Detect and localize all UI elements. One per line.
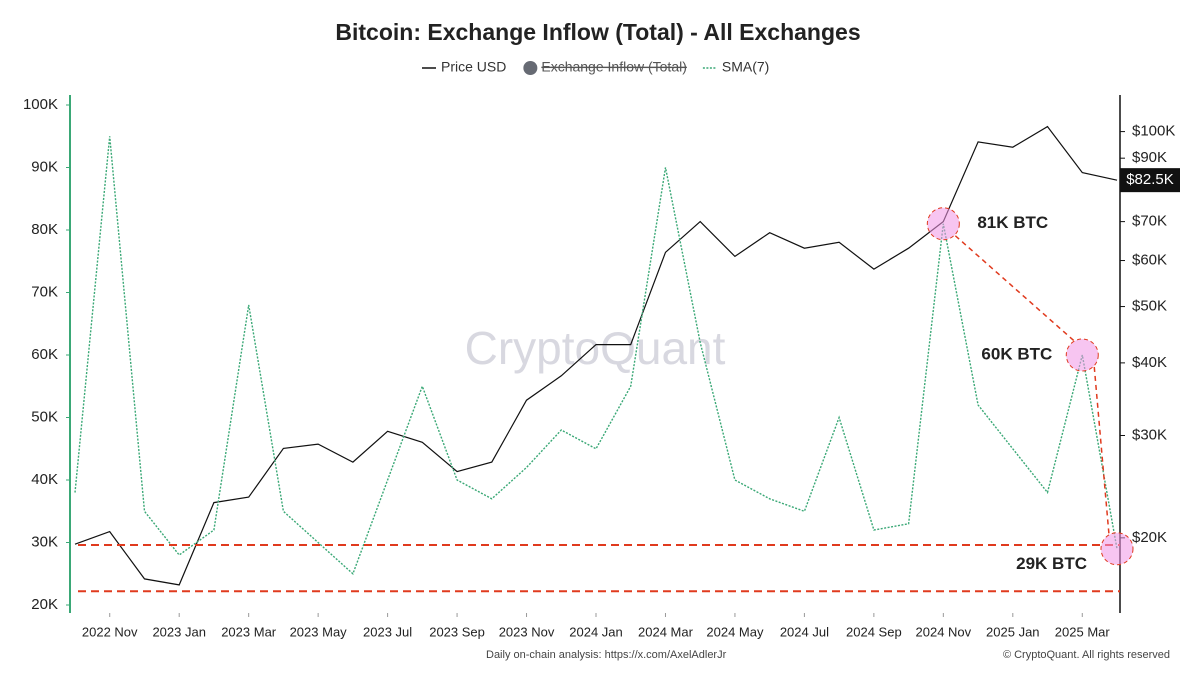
last-price-badge [1120,168,1180,193]
y2-tick-label: $90K [1132,149,1167,166]
y-tick-label: 60K [31,346,58,363]
y-tick-label: 40K [31,471,58,488]
y2-tick-label: $50K [1132,298,1167,315]
x-tick-label: 2024 Sep [846,624,902,639]
x-tick-label: 2025 Mar [1055,624,1111,639]
x-tick-label: 2024 Jan [569,624,623,639]
legend-marker [523,61,538,75]
x-tick-label: 2024 Nov [916,624,972,639]
y2-tick-label: $60K [1132,252,1167,269]
legend: Price USD Exchange Inflow (Total) SMA(7) [422,59,769,75]
y-tick-label: 80K [31,221,58,238]
y-tick-label: 50K [31,408,58,425]
y2-tick-label: $20K [1132,529,1167,546]
annotation-arrow [1093,366,1110,535]
x-tick-label: 2023 Sep [429,624,485,639]
y2-tick-label: $70K [1132,213,1167,230]
annotation-label: 29K BTC [1016,554,1087,573]
x-tick-label: 2022 Nov [82,624,138,639]
legend-label: SMA(7) [722,59,769,75]
x-tick-label: 2023 Nov [499,624,555,639]
watermark: CryptoQuant [465,322,726,374]
x-tick-label: 2023 Jan [152,624,206,639]
y-tick-label: 90K [31,158,58,175]
x-tick-label: 2023 Jul [363,624,412,639]
annotation-marker [1065,338,1099,372]
legend-label: Exchange Inflow (Total) [541,59,687,75]
chart-title: Bitcoin: Exchange Inflow (Total) - All E… [335,19,860,45]
last-price-label: $82.5K [1126,171,1174,188]
footer-right: © CryptoQuant. All rights reserved [1003,649,1170,661]
x-tick-label: 2023 Mar [221,624,277,639]
y2-tick-label: $30K [1132,426,1167,443]
annotation-label: 81K BTC [977,213,1048,232]
y-tick-label: 70K [31,283,58,300]
annotation-marker [1100,532,1134,566]
x-tick-label: 2025 Jan [986,624,1040,639]
y-tick-label: 100K [23,96,58,113]
x-tick-label: 2024 Mar [638,624,694,639]
annotation-label: 60K BTC [981,344,1052,363]
y2-tick-label: $100K [1132,123,1175,140]
y2-tick-label: $40K [1132,354,1167,371]
y-tick-label: 30K [31,533,58,550]
x-tick-label: 2024 May [706,624,764,639]
legend-label: Price USD [441,59,506,75]
x-tick-label: 2024 Jul [780,624,829,639]
footer-left: Daily on-chain analysis: https://x.com/A… [486,649,727,661]
annotation-marker [926,207,960,241]
annotation-arrow [954,235,1075,342]
x-tick-label: 2023 May [290,624,348,639]
y-tick-label: 20K [31,596,58,613]
